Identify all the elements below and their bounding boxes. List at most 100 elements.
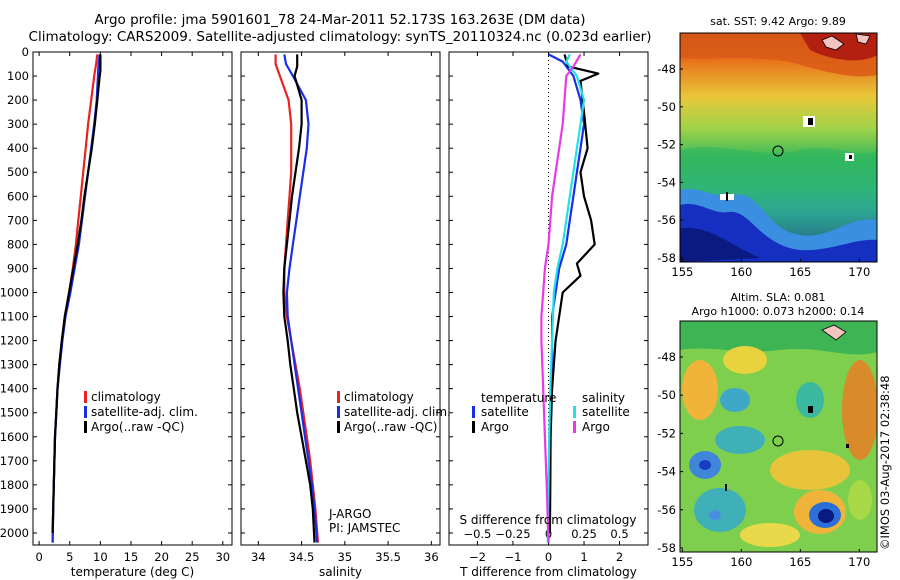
diff-legend-s-satellite-label: satellite <box>582 405 630 419</box>
map-ytick-label: -58 <box>657 541 676 555</box>
sal-legend-argo-label: Argo(..raw -QC) <box>344 420 437 434</box>
diff-legend-s-satellite-swatch <box>573 406 576 418</box>
map-ytick-label: -50 <box>657 100 676 114</box>
s-difference-tick-label: 0.25 <box>571 527 597 541</box>
float-program-label: J-ARGO <box>328 507 371 521</box>
figure-title-line1: Argo profile: jma 5901601_78 24-Mar-2011… <box>94 12 586 28</box>
sst-map-float-marker <box>772 145 784 157</box>
depth-tick-label: 1200 <box>0 334 29 348</box>
temp-xaxis-label: temperature (deg C) <box>71 565 194 579</box>
map-xtick-label: 160 <box>730 265 752 279</box>
diff-legend-t-satellite-swatch <box>472 406 475 418</box>
map-xtick-label: 170 <box>848 555 870 569</box>
sla-map-title-line2: Argo h1000: 0.073 h2000: 0.14 <box>692 305 865 318</box>
legend-climatology-label: climatology <box>91 390 161 404</box>
map-ytick-label: -52 <box>657 138 676 152</box>
depth-tick-label: 200 <box>7 93 29 107</box>
map-ytick-label: -54 <box>657 465 676 479</box>
temp-xtick-label: 10 <box>93 550 108 564</box>
temp-series-line <box>51 54 102 534</box>
salinity-legend: climatology satellite-adj. clim. Argo(..… <box>328 390 451 535</box>
diff-xtick-label: −2 <box>469 550 486 564</box>
depth-tick-label: 1400 <box>0 382 29 396</box>
legend-climatology-swatch <box>84 391 87 403</box>
depth-tick-label: 500 <box>7 165 29 179</box>
sal-xtick-label: 36 <box>424 550 439 564</box>
diff-legend-s-argo-label: Argo <box>582 420 610 434</box>
diff-series-line <box>548 54 600 534</box>
sal-xtick-label: 34.5 <box>289 550 315 564</box>
depth-tick-label: 0 <box>22 45 29 59</box>
diff-legend-t-argo-label: Argo <box>481 420 509 434</box>
depth-tick-label: 1000 <box>0 285 29 299</box>
map-ytick-label: -54 <box>657 175 676 189</box>
legend-satellite-label: satellite-adj. clim. <box>91 405 198 419</box>
map-ytick-label: -52 <box>657 426 676 440</box>
depth-tick-label: 2000 <box>0 526 29 540</box>
map-ytick-label: -56 <box>657 213 676 227</box>
diff-legend-t-argo-swatch <box>472 421 475 433</box>
sal-legend-satellite-label: satellite-adj. clim. <box>344 405 451 419</box>
sal-xtick-label: 34 <box>251 550 266 564</box>
sal-legend-argo-swatch <box>337 421 340 433</box>
diff-legend-salinity-title: salinity <box>582 391 625 405</box>
s-difference-tick-label: −0.25 <box>495 527 530 541</box>
temp-xtick-label: 5 <box>66 550 73 564</box>
sst-map-ticks: 155 160 165 170 -48 -50 -52 -54 -56 -58 <box>657 62 870 279</box>
depth-tick-label: 700 <box>7 213 29 227</box>
map-xtick-label: 155 <box>671 555 693 569</box>
temp-xtick-label: 0 <box>35 550 42 564</box>
temp-frame <box>32 51 233 546</box>
temp-xtick-label: 25 <box>185 550 200 564</box>
salinity-axes: 34 34.5 35 35.5 36 salinity <box>240 51 441 579</box>
difference-axes: −2 −1 0 1 2T difference from climatology −0.5… <box>448 51 649 579</box>
legend-argo-label: Argo(..raw -QC) <box>91 420 184 434</box>
sal-legend-climatology-swatch <box>337 391 340 403</box>
diff-legend-temperature-title: temperature <box>481 391 556 405</box>
map-xtick-label: 155 <box>671 265 693 279</box>
figure-title-line2: Climatology: CARS2009. Satellite-adjuste… <box>28 29 652 45</box>
temp-xtick-label: 30 <box>215 550 230 564</box>
s-difference-tick-label: −0.5 <box>463 527 491 541</box>
map-xtick-label: 170 <box>848 265 870 279</box>
diff-xtick-label: 0 <box>545 550 552 564</box>
map-xtick-label: 165 <box>789 555 811 569</box>
s-difference-tick-label: 0.5 <box>610 527 628 541</box>
diff-legend-t-satellite-label: satellite <box>481 405 529 419</box>
map-ytick-label: -48 <box>657 350 676 364</box>
depth-tick-label: 1100 <box>0 310 29 324</box>
sal-xaxis-label: salinity <box>319 565 362 579</box>
map-xtick-label: 160 <box>730 555 752 569</box>
temperature-legend: climatology satellite-adj. clim. Argo(..… <box>84 390 198 434</box>
sst-map-title: sat. SST: 9.42 Argo: 9.89 <box>710 15 846 28</box>
imos-watermark: ©IMOS 03-Aug-2017 02:38:48 <box>878 375 892 550</box>
legend-satellite-swatch <box>84 406 87 418</box>
sal-xtick-label: 35 <box>338 550 353 564</box>
depth-tick-label: 800 <box>7 237 29 251</box>
map-ytick-label: -56 <box>657 503 676 517</box>
sal-frame <box>240 51 441 546</box>
depth-tick-label: 1700 <box>0 454 29 468</box>
float-pi-label: PI: JAMSTEC <box>329 521 400 535</box>
sla-map-float-marker <box>772 435 784 447</box>
depth-tick-label: 1900 <box>0 502 29 516</box>
diff-xaxis-label: T difference from climatology <box>459 565 637 579</box>
legend-argo-swatch <box>84 421 87 433</box>
diff-series-line <box>540 53 582 543</box>
difference-legend: temperature satellite Argo salinity sate… <box>460 391 637 527</box>
depth-tick-label: 400 <box>7 141 29 155</box>
sal-legend-climatology-label: climatology <box>344 390 414 404</box>
sal-series-line <box>283 54 319 543</box>
depth-tick-label: 300 <box>7 117 29 131</box>
map-ytick-label: -48 <box>657 62 676 76</box>
depth-tick-label: 100 <box>7 69 29 83</box>
sal-series-line <box>282 54 316 543</box>
depth-tick-label: 1500 <box>0 406 29 420</box>
map-ytick-label: -58 <box>657 251 676 265</box>
diff-legend-s-argo-swatch <box>573 421 576 433</box>
map-ytick-label: -50 <box>657 388 676 402</box>
diff-xtick-label: −1 <box>504 550 521 564</box>
s-difference-axis-label: S difference from climatology <box>460 513 637 527</box>
depth-tick-label: 900 <box>7 261 29 275</box>
